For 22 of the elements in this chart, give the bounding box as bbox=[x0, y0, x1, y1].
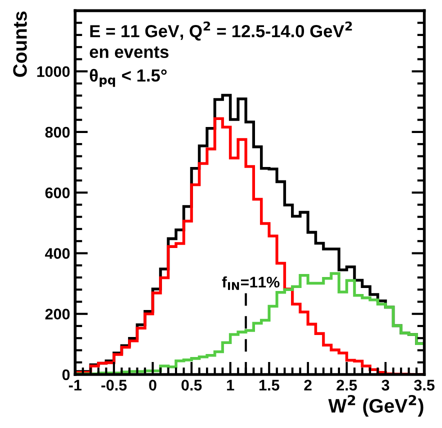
x-tick-label: 1.5 bbox=[259, 380, 280, 391]
x-tick-label: -0.5 bbox=[101, 380, 127, 391]
x-tick-label: 0.5 bbox=[182, 380, 202, 391]
annotation: θ$_{pq}$ < 1.5° bbox=[90, 68, 167, 87]
x-tick-label: 0 bbox=[149, 380, 156, 391]
y-tick-label: 800 bbox=[45, 126, 70, 138]
y-axis-title: Counts bbox=[13, 11, 27, 77]
y-tick-label: 1000 bbox=[37, 66, 70, 78]
annotation: f$_{IN}$=11% bbox=[222, 276, 280, 290]
y-tick-label: 400 bbox=[45, 248, 70, 259]
y-tick-label: 200 bbox=[45, 308, 70, 320]
annotation: E = 11 GeV, Q$^{2}$ = 12.5-14.0 GeV$^{2}$ bbox=[90, 21, 352, 41]
x-tick-label: -1 bbox=[68, 380, 82, 390]
y-tick-label: 600 bbox=[45, 187, 70, 198]
annotation: en events bbox=[90, 46, 168, 58]
x-tick-label: 2 bbox=[304, 380, 312, 390]
x-tick-label: 1 bbox=[227, 380, 234, 390]
x-axis-title: W$^{2}$ (GeV$^{2}$) bbox=[328, 394, 424, 417]
x-tick-label: 3.5 bbox=[414, 380, 435, 391]
x-tick-label: 3 bbox=[382, 380, 390, 391]
x-tick-label: 2.5 bbox=[336, 380, 357, 391]
y-tick-label: 0 bbox=[62, 369, 70, 380]
